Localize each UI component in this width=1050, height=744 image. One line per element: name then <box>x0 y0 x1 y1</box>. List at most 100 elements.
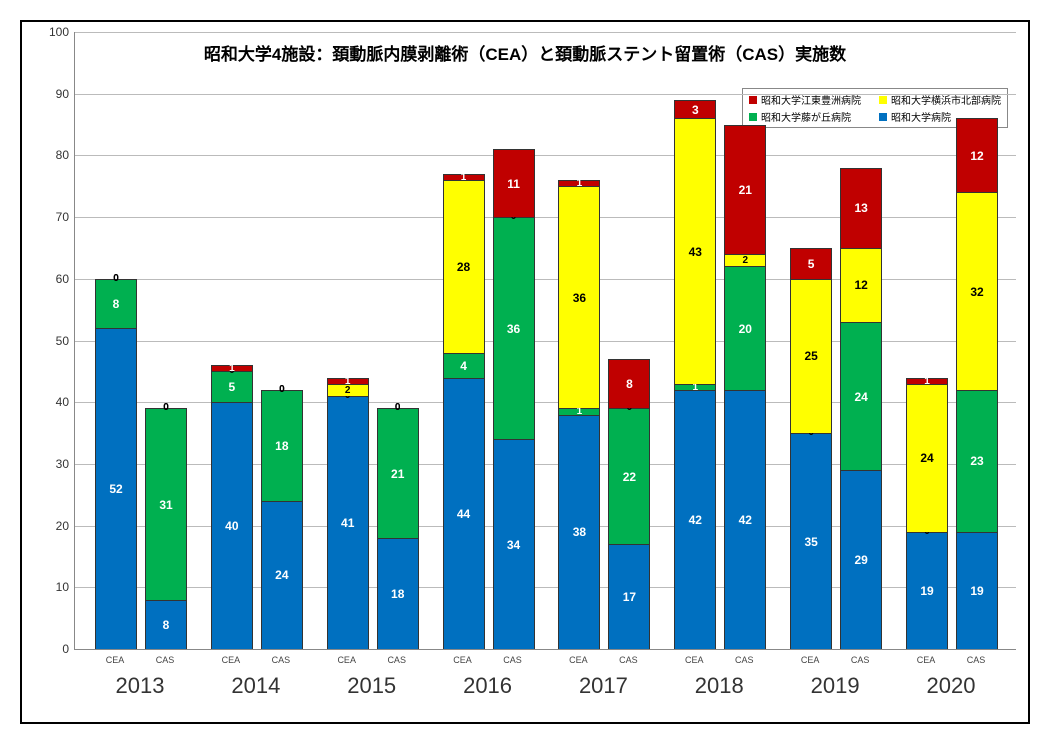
bar-2013-CAS: 83100 <box>145 408 187 649</box>
bar-2019-CAS: 29241213 <box>840 168 882 649</box>
sub-label-CEA: CEA <box>790 655 830 665</box>
segment-fujigaoka: 8 <box>96 279 136 328</box>
bar-2019-CEA: 350255 <box>790 248 832 649</box>
sub-label-CEA: CEA <box>558 655 598 665</box>
sub-label-CAS: CAS <box>377 655 417 665</box>
bar-2014-CEA: 40501 <box>211 365 253 649</box>
sub-label-CEA: CEA <box>327 655 367 665</box>
segment-yokohama: 25 <box>791 279 831 433</box>
segment-yokohama: 24 <box>907 384 947 532</box>
sub-label-CAS: CAS <box>261 655 301 665</box>
bar-2014-CAS: 241800 <box>261 390 303 649</box>
y-tick-label: 50 <box>39 334 69 348</box>
year-label: 2013 <box>95 673 185 699</box>
zero-label: 0 <box>378 402 418 413</box>
legend-swatch <box>879 96 887 104</box>
segment-showa: 34 <box>494 439 534 649</box>
year-group-2018: 421433CEA4220221CAS2018 <box>674 32 764 649</box>
segment-showa: 42 <box>675 390 715 649</box>
y-tick-label: 80 <box>39 148 69 162</box>
segment-showa: 44 <box>444 378 484 649</box>
segment-yokohama: 12 <box>841 248 881 322</box>
year-group-2019: 350255CEA29241213CAS2019 <box>790 32 880 649</box>
segment-fujigaoka: 1 <box>675 384 715 390</box>
sub-label-CEA: CEA <box>906 655 946 665</box>
zero-label: 0 <box>96 273 136 284</box>
segment-showa: 41 <box>328 396 368 649</box>
segment-yokohama: 28 <box>444 180 484 353</box>
chart-container: 昭和大学4施設：頚動脈内膜剥離術（CEA）と頚動脈ステント留置術（CAS）実施数… <box>20 20 1030 724</box>
sub-label-CAS: CAS <box>840 655 880 665</box>
year-label: 2015 <box>327 673 417 699</box>
sub-label-CAS: CAS <box>956 655 996 665</box>
segment-fujigaoka: 24 <box>841 322 881 470</box>
y-tick-label: 90 <box>39 87 69 101</box>
segment-showa: 29 <box>841 470 881 649</box>
segment-koto: 1 <box>559 180 599 186</box>
segment-yokohama: 43 <box>675 118 715 383</box>
segment-fujigaoka: 21 <box>378 408 418 538</box>
segment-showa: 19 <box>907 532 947 649</box>
sub-label-CAS: CAS <box>724 655 764 665</box>
sub-label-CEA: CEA <box>211 655 251 665</box>
segment-showa: 35 <box>791 433 831 649</box>
segment-koto: 3 <box>675 100 715 119</box>
bar-2018-CAS: 4220221 <box>724 125 766 649</box>
segment-showa: 38 <box>559 415 599 649</box>
segment-koto: 12 <box>957 118 997 192</box>
segment-koto: 5 <box>791 248 831 279</box>
segment-fujigaoka: 36 <box>494 217 534 439</box>
bar-2015-CEA: 41021 <box>327 378 369 649</box>
sub-label-CEA: CEA <box>674 655 714 665</box>
segment-yokohama: 36 <box>559 186 599 408</box>
bar-2017-CAS: 172208 <box>608 359 650 649</box>
segment-showa: 17 <box>609 544 649 649</box>
y-tick-label: 30 <box>39 457 69 471</box>
zero-label: 0 <box>262 384 302 395</box>
y-tick-label: 0 <box>39 642 69 656</box>
sub-label-CAS: CAS <box>145 655 185 665</box>
segment-showa: 8 <box>146 600 186 649</box>
year-label: 2017 <box>558 673 648 699</box>
year-group-2014: 40501CEA241800CAS2014 <box>211 32 301 649</box>
segment-showa: 40 <box>212 402 252 649</box>
segment-koto: 1 <box>907 378 947 384</box>
y-tick-label: 20 <box>39 519 69 533</box>
segment-fujigaoka: 22 <box>609 408 649 544</box>
sub-label-CAS: CAS <box>608 655 648 665</box>
bar-2016-CEA: 444281 <box>443 174 485 649</box>
segment-fujigaoka: 4 <box>444 353 484 378</box>
year-group-2013: 52800CEA83100CAS2013 <box>95 32 185 649</box>
year-group-2016: 444281CEA3436011CAS2016 <box>443 32 533 649</box>
bar-2020-CEA: 190241 <box>906 378 948 649</box>
year-label: 2016 <box>443 673 533 699</box>
segment-yokohama: 2 <box>725 254 765 266</box>
sub-label-CEA: CEA <box>95 655 135 665</box>
zero-label: 0 <box>146 402 186 413</box>
y-tick-label: 70 <box>39 210 69 224</box>
segment-koto: 13 <box>841 168 881 248</box>
sub-label-CEA: CEA <box>443 655 483 665</box>
segment-showa: 19 <box>957 532 997 649</box>
segment-showa: 18 <box>378 538 418 649</box>
bar-2015-CAS: 182100 <box>377 408 419 649</box>
segment-fujigaoka: 1 <box>559 408 599 414</box>
segment-koto: 1 <box>328 378 368 384</box>
bar-2020-CAS: 19233212 <box>956 118 998 649</box>
segment-koto: 1 <box>444 174 484 180</box>
segment-yokohama: 32 <box>957 192 997 389</box>
bar-2016-CAS: 3436011 <box>493 149 535 649</box>
y-tick-label: 10 <box>39 580 69 594</box>
segment-koto: 8 <box>609 359 649 408</box>
segment-showa: 24 <box>262 501 302 649</box>
segment-fujigaoka: 18 <box>262 390 302 501</box>
bar-2013-CEA: 52800 <box>95 279 137 649</box>
legend-swatch <box>879 113 887 121</box>
year-label: 2014 <box>211 673 301 699</box>
y-tick-label: 60 <box>39 272 69 286</box>
segment-fujigaoka: 20 <box>725 266 765 389</box>
year-label: 2020 <box>906 673 996 699</box>
segment-showa: 42 <box>725 390 765 649</box>
bar-2017-CEA: 381361 <box>558 180 600 649</box>
segment-koto: 11 <box>494 149 534 217</box>
